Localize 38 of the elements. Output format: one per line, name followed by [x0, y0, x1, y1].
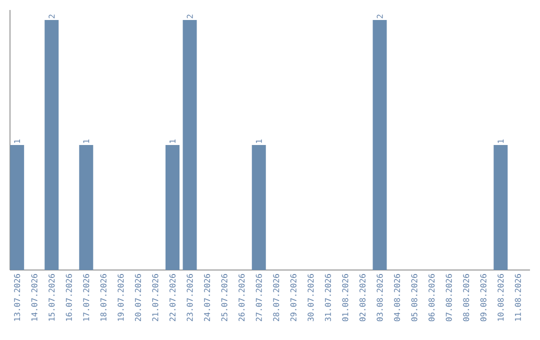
x-tick-label: 08.08.2026: [463, 274, 470, 322]
x-tick-label: 21.07.2026: [152, 274, 158, 322]
x-tick-label: 09.08.2026: [480, 274, 486, 322]
x-tick-label: 29.07.2026: [290, 274, 296, 322]
data-label: 1: [14, 140, 20, 143]
x-tick-label: 03.08.2026: [376, 274, 383, 322]
x-tick-label: 14.07.2026: [31, 274, 38, 321]
x-tick-label: 16.07.2026: [66, 274, 72, 321]
x-tick-label: 15.07.2026: [48, 274, 55, 321]
x-tick-label: 18.07.2026: [100, 274, 106, 321]
data-label: 1: [83, 140, 90, 143]
x-tick-label: 02.08.2026: [359, 274, 366, 322]
x-tick-label: 19.07.2026: [118, 274, 124, 321]
data-label: 1: [256, 140, 262, 143]
data-label: 1: [170, 140, 176, 143]
data-label: 1: [498, 140, 504, 143]
x-tick-label: 22.07.2026: [169, 274, 176, 322]
x-tick-label: 24.07.2026: [204, 274, 210, 322]
x-tick-label: 01.08.2026: [342, 274, 348, 322]
x-tick-label: 28.07.2026: [273, 274, 280, 322]
x-tick-label: 10.08.2026: [498, 274, 504, 321]
x-tick-label: 23.07.2026: [186, 274, 193, 322]
x-tick-label: 04.08.2026: [394, 274, 400, 322]
data-label: 2: [48, 14, 55, 18]
x-tick-label: 17.07.2026: [83, 274, 90, 321]
x-tick-label: 26.07.2026: [238, 274, 245, 322]
x-tick-label: 31.07.2026: [324, 274, 331, 322]
x-tick-label: 25.07.2026: [221, 274, 228, 322]
x-tick-label: 30.07.2026: [308, 274, 314, 322]
x-tick-label: 20.07.2026: [134, 274, 141, 322]
x-tick-label: 27.07.2026: [256, 274, 262, 322]
x-tick-label: 13.07.2026: [14, 274, 20, 321]
data-label: 2: [376, 14, 383, 18]
data-label: 2: [186, 14, 193, 18]
x-tick-label: 05.08.2026: [411, 274, 418, 322]
x-tick-label: 07.08.2026: [446, 274, 452, 322]
x-tick-label: 06.08.2026: [428, 274, 435, 322]
x-tick-label: 11.08.2026: [514, 274, 521, 321]
